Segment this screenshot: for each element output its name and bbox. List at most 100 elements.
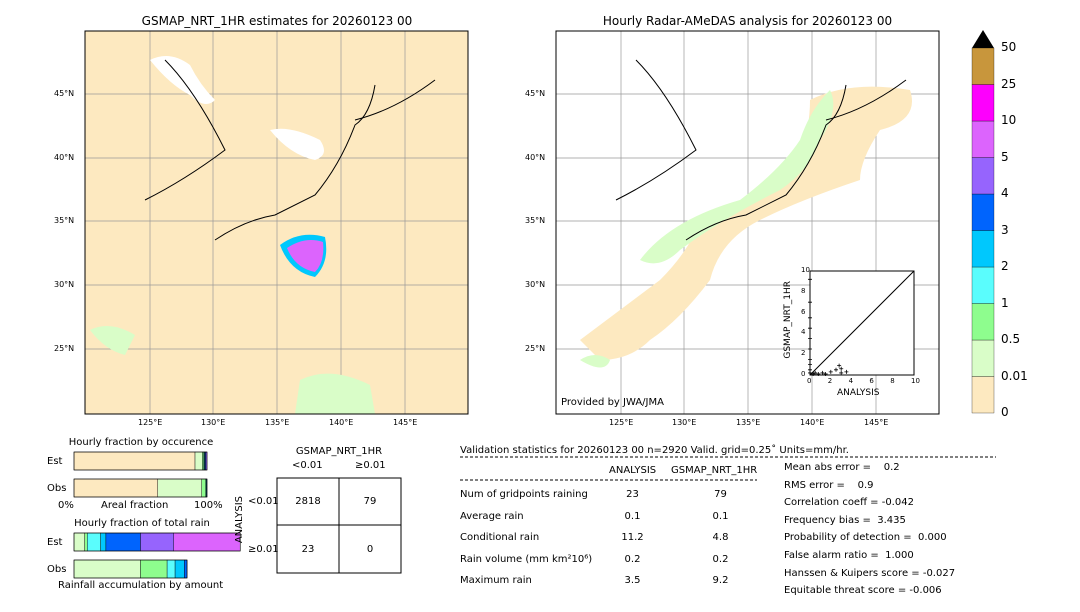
left-map-lon-label: 125°E [138,418,163,427]
stats-row-gsmap: 4.8 [712,532,729,543]
colorbar-label: 0.01 [1001,368,1028,383]
scatter-point [839,366,844,371]
rain-est-bar [100,532,107,552]
stats-score: Probability of detection = 0.000 [784,532,947,544]
rain-est-bar [105,532,141,552]
left-map-lat-label: 25°N [54,344,75,353]
colorbar-label: 3 [1001,222,1009,237]
right-map-light-rain [580,355,610,368]
map-credit: Provided by JWA/JMA [561,397,664,408]
scatter-point [808,315,812,320]
right-map-lon-label: 130°E [672,418,697,427]
contingency-row-0: <0.01 [248,496,279,507]
colorbar-label: 0.5 [1001,332,1021,346]
scatter-x-tick: 10 [911,377,920,385]
scatter-x-tick: 8 [890,377,895,385]
rain-obs-label: Obs [47,564,67,575]
contingency-col-0: <0.01 [292,460,323,471]
stats-score: Frequency bias = 3.435 [784,514,906,526]
right-map-lon-label: 145°E [864,418,889,427]
stats-score: Equitable threat score = -0.006 [784,585,942,597]
scatter-y-tick: 6 [801,307,806,316]
colorbar-label: 4 [1001,186,1009,200]
colorbar-segment [971,47,995,85]
stats-col-gsmap: GSMAP_NRT_1HR [671,465,758,476]
scatter-point [808,326,812,331]
cell-0-0: 2818 [295,496,321,507]
occurrence-obs-bar [157,478,202,498]
scatter-point [808,357,812,362]
scatter-y-tick: 4 [801,328,806,337]
stats-row-analysis: 23 [626,489,639,500]
rain-fraction-title: Hourly fraction of total rain [74,518,210,529]
colorbar-label: 1 [1001,295,1009,310]
stats-row-gsmap: 79 [714,489,727,500]
scatter-point [808,336,812,341]
map-frame [84,30,469,415]
right-map-lon-label: 125°E [609,418,634,427]
stats-score: Mean abs error = 0.2 [784,462,900,473]
scatter-point [808,367,812,372]
scatter-point [808,347,812,351]
stats-row-label: Num of gridpoints raining [460,489,588,500]
rain-est-bar [140,532,174,552]
stats-row-gsmap: 0.1 [712,510,729,522]
right-map-lat-label: 25°N [525,344,546,353]
scatter-y-tick: 8 [801,286,806,295]
colorbar-label: 2 [1001,259,1009,273]
stats-row-analysis: 0.2 [624,553,641,565]
contingency-row-axis: ANALYSIS [234,496,245,544]
colorbar-segment [971,120,995,158]
occurrence-est-bar [73,451,196,471]
scatter-point [828,369,833,374]
colorbar-label: 5 [1001,149,1009,164]
left-map-light-rain [90,326,135,355]
scatter-point [813,370,818,375]
scatter-y-tick: 10 [801,266,810,274]
rain-obs-bar [174,559,185,579]
occurrence-obs-bar-frame [73,478,208,498]
rain-est-bar [73,532,85,552]
colorbar-segment [971,230,995,268]
coastline [825,79,907,121]
cell-1-1: 0 [366,544,374,555]
scatter-point [808,277,812,282]
scatter-point [811,371,816,376]
colorbar-extend-arrow [972,30,994,48]
left-map-lon-label: 130°E [201,418,226,427]
scatter-ylabel: GSMAP_NRT_1HR [783,281,793,359]
scatter-x-tick: 6 [869,377,874,385]
occ-tick-100: 100% [194,500,223,511]
colorbar-segment [971,84,995,122]
left-map-lat-label: 30°N [54,280,75,289]
scatter-point [823,371,828,376]
occurrence-title: Hourly fraction by occurence [68,437,214,448]
right-map-lon-label: 135°E [736,418,761,427]
colorbar-label: 50 [1001,40,1017,54]
occurrence-est-bar [194,451,203,471]
right-map-lon-label: 140°E [800,418,825,427]
scatter-x-tick: 4 [848,377,854,385]
left-map-no-data-area [270,128,324,160]
colorbar-segment [971,376,995,414]
rain-obs-bar [73,559,141,579]
left-map-lat-label: 45°N [54,89,75,98]
map-frame [555,30,940,415]
colorbar-label: 10 [1001,113,1017,127]
contingency-col-1: ≥0.01 [355,460,386,471]
stats-row-analysis: 11.2 [621,532,644,543]
colorbar-segment [971,303,995,341]
stats-score: False alarm ratio = 1.000 [784,550,914,561]
rain-est-bar-frame [73,532,241,552]
scatter-x-tick: 0 [807,377,812,385]
left-map-title: GSMAP_NRT_1HR estimates for 20260123 00 [141,14,413,28]
scatter-y-tick: 2 [801,349,806,358]
left-map-lat-label: 40°N [54,153,75,162]
stats-row-analysis: 0.1 [624,510,641,522]
colorbar-segment [971,266,995,304]
left-map-rain-area [287,240,324,272]
occ-obs-label: Obs [47,483,67,494]
stats-row-gsmap: 9.2 [712,575,729,586]
rain-obs-bar-frame [73,559,188,579]
